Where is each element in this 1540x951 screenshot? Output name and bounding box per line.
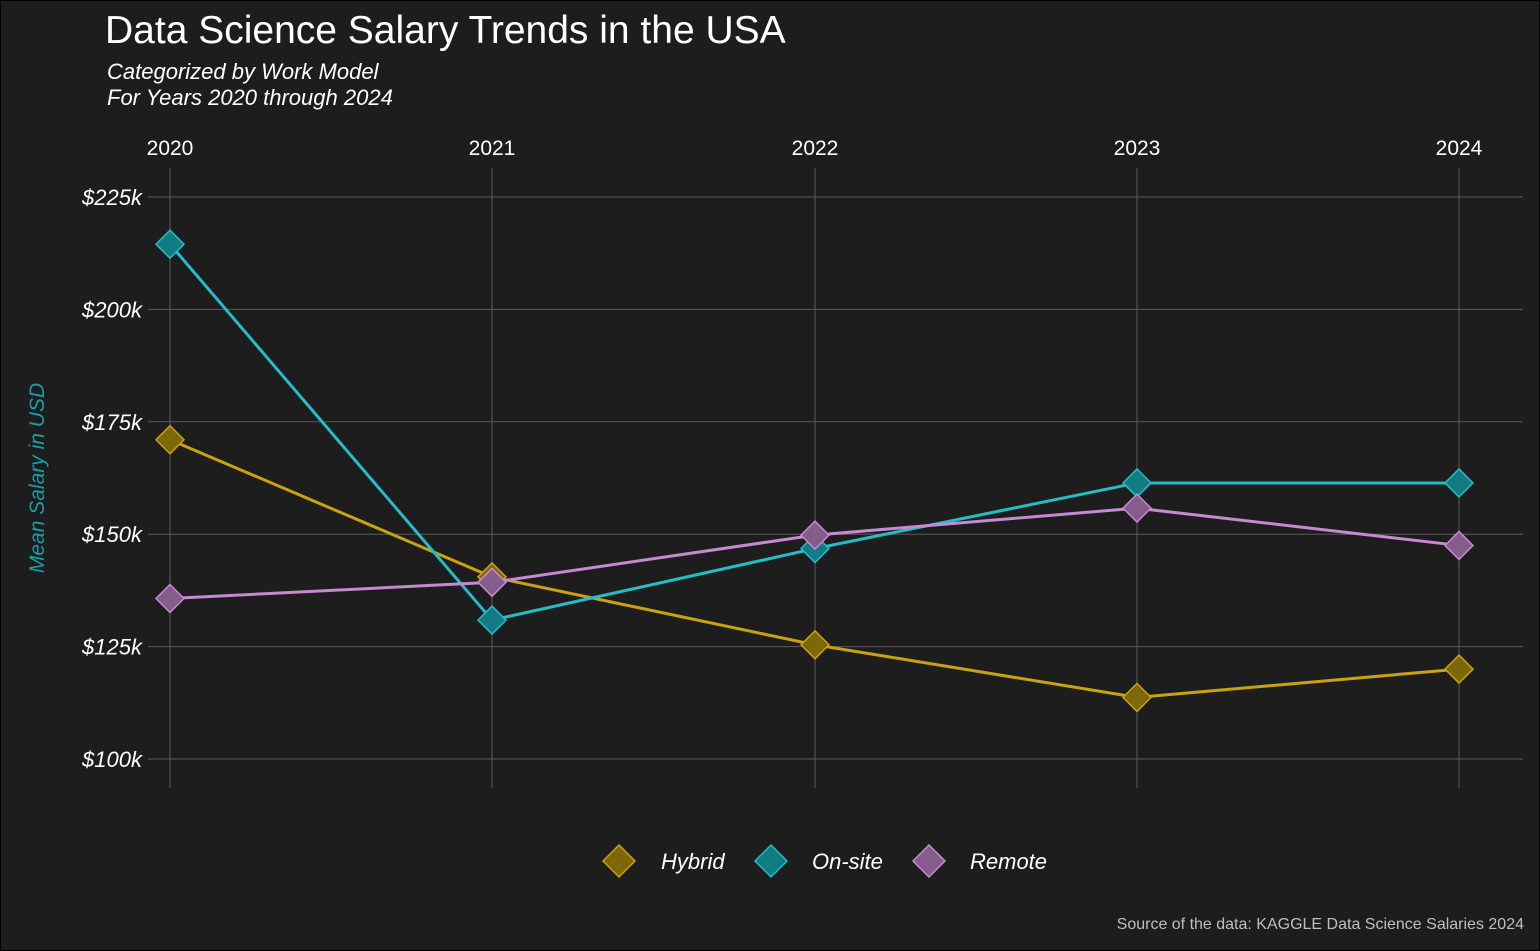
x-tick-label: 2020 — [147, 137, 194, 160]
legend-key-hybrid — [601, 843, 637, 879]
y-tick-label: $125k — [81, 635, 143, 660]
legend-label-hybrid: Hybrid — [661, 849, 725, 874]
x-tick-label: 2023 — [1114, 137, 1161, 160]
data-point-hybrid — [799, 629, 831, 660]
data-point-on-site — [476, 605, 508, 636]
axis-labels: $100k $125k $150k $175k $200k $225k 2020 2021 20… — [26, 137, 1483, 772]
data-point-remote — [1443, 530, 1475, 561]
data-point-remote — [799, 520, 831, 551]
data-point-on-site — [154, 229, 186, 260]
data-point-hybrid — [1121, 682, 1153, 713]
y-tick-label: $100k — [81, 747, 143, 772]
legend-key-remote — [911, 843, 947, 879]
data-point-remote — [476, 567, 508, 598]
data-source-caption: Source of the data: KAGGLE Data Science … — [1116, 916, 1524, 933]
y-tick-label: $200k — [81, 297, 143, 322]
x-tick-label: 2021 — [469, 137, 516, 160]
chart-subtitle-line-1: Categorized by Work Model — [107, 59, 379, 84]
chart-subtitle-line-2: For Years 2020 through 2024 — [107, 85, 393, 110]
data-point-remote — [1121, 493, 1153, 524]
legend-label-remote: Remote — [970, 849, 1047, 874]
data-point-remote — [154, 583, 186, 614]
y-axis-title: Mean Salary in USD — [26, 383, 49, 573]
data-point-hybrid — [154, 424, 186, 455]
legend-label-on-site: On-site — [812, 849, 883, 874]
data-point-on-site — [1121, 467, 1153, 499]
x-tick-label: 2024 — [1436, 137, 1483, 160]
x-tick-label: 2022 — [792, 137, 839, 160]
chart-title: Data Science Salary Trends in the USA — [105, 9, 786, 52]
grid-lines — [148, 168, 1523, 788]
data-point-hybrid — [1443, 654, 1475, 685]
y-tick-label: $225k — [81, 185, 143, 210]
legend-key-on-site — [753, 843, 789, 879]
y-tick-label: $175k — [81, 410, 143, 435]
legend: Hybrid On-site Remote — [601, 843, 1047, 879]
y-tick-label: $150k — [81, 522, 143, 547]
series-lines — [154, 229, 1475, 713]
data-point-on-site — [1443, 467, 1475, 499]
